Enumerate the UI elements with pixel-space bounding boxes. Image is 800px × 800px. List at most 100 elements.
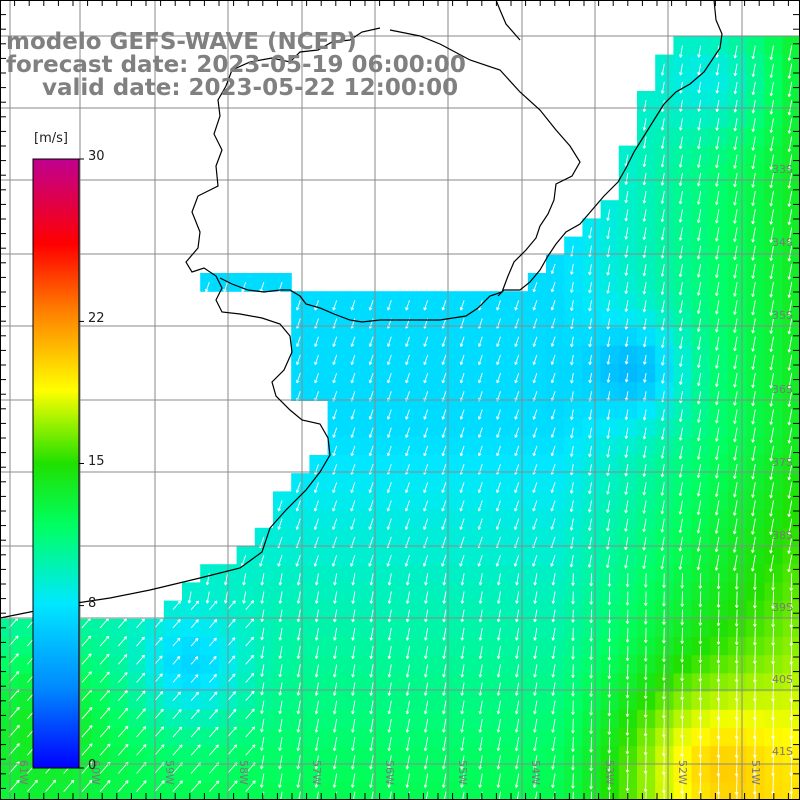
wind-arrow: [245, 654, 255, 665]
wind-arrow: [496, 336, 501, 347]
wind-arrow: [495, 482, 501, 494]
wind-arrow: [495, 518, 501, 530]
wind-arrow: [460, 627, 465, 641]
wind-arrow: [332, 445, 338, 457]
wind-arrow: [332, 372, 338, 384]
wind-arrow: [136, 708, 146, 720]
wind-cell: [473, 782, 492, 800]
wind-arrow: [680, 664, 684, 682]
wind-arrow: [643, 646, 648, 662]
wind-arrow: [387, 609, 392, 623]
wind-arrow: [154, 708, 164, 720]
wind-arrow: [423, 300, 429, 311]
wind-arrow: [332, 682, 338, 696]
wind-cell: [91, 728, 110, 747]
wind-arrow: [514, 482, 520, 494]
wind-arrow: [459, 372, 465, 384]
wind-arrow: [260, 627, 265, 641]
wind-arrow: [117, 707, 129, 720]
wind-arrow: [423, 737, 429, 752]
wind-arrow: [733, 354, 738, 370]
wind-arrow: [190, 780, 202, 792]
wind-arrow: [241, 281, 247, 293]
wind-arrow: [733, 154, 738, 169]
wind-cell: [236, 600, 256, 620]
wind-arrow: [769, 209, 774, 225]
wind-arrow: [570, 427, 574, 439]
wind-arrow: [477, 445, 483, 457]
wind-arrow: [154, 726, 165, 738]
wind-cell: [364, 782, 383, 800]
wind-arrow: [99, 671, 110, 683]
wind-arrow: [478, 718, 483, 733]
wind-arrow: [460, 682, 465, 696]
wind-cell: [327, 782, 347, 800]
wind-arrow: [136, 690, 146, 701]
wind-arrow: [662, 609, 666, 625]
wind-arrow: [441, 518, 447, 530]
wind-arrow: [387, 700, 392, 715]
wind-arrow: [187, 591, 192, 604]
wind-arrow: [515, 573, 520, 586]
wind-cell: [200, 709, 219, 729]
wind-arrow: [570, 354, 574, 366]
wind-arrow: [571, 646, 575, 660]
wind-arrow: [697, 100, 702, 112]
wind-arrow: [589, 609, 594, 624]
wind-arrow: [227, 780, 238, 792]
wind-arrow: [787, 500, 793, 518]
wind-arrow: [532, 445, 538, 457]
wind-arrow: [314, 627, 319, 641]
wind-arrow: [678, 536, 683, 552]
wind-arrow: [551, 718, 556, 733]
wind-arrow: [495, 554, 501, 567]
wind-arrow: [753, 627, 757, 646]
wind-arrow: [624, 373, 629, 383]
wind-arrow: [514, 718, 520, 733]
wind-arrow: [81, 743, 93, 756]
wind-cell: [127, 618, 147, 638]
wind-arrow: [696, 536, 702, 552]
wind-arrow: [405, 627, 410, 641]
wind-arrow: [624, 282, 629, 295]
wind-arrow: [351, 682, 356, 696]
wind-arrow: [368, 500, 374, 512]
wind-arrow: [442, 718, 447, 733]
wind-arrow: [460, 591, 465, 604]
wind-arrow: [751, 263, 756, 279]
wind-arrow: [441, 409, 447, 420]
wind-arrow: [278, 682, 283, 696]
wind-arrow: [350, 354, 356, 366]
wind-arrow: [697, 354, 702, 368]
wind-arrow: [678, 464, 683, 478]
wind-arrow: [733, 209, 738, 224]
wind-cell: [0, 728, 19, 747]
wind-arrow: [350, 372, 356, 384]
wind-arrow: [368, 354, 374, 366]
wind-arrow: [696, 300, 702, 314]
wind-arrow: [570, 300, 574, 312]
wind-arrow: [154, 637, 163, 647]
wind-cell: [254, 782, 274, 800]
wind-arrow: [514, 445, 520, 457]
wind-arrow: [260, 718, 265, 733]
wind-arrow: [208, 709, 218, 720]
wind-arrow: [260, 664, 265, 677]
wind-arrow: [606, 536, 611, 550]
wind-arrow: [733, 45, 738, 59]
wind-cell: [309, 782, 329, 800]
wind-cell: [109, 673, 128, 693]
wind-arrow: [242, 591, 247, 604]
wind-arrow: [117, 689, 128, 701]
wind-arrow: [532, 554, 538, 567]
wind-arrow: [368, 427, 374, 438]
wind-arrow: [787, 482, 793, 499]
wind-arrow: [441, 482, 447, 494]
wind-arrow: [769, 191, 774, 207]
wind-arrow: [514, 354, 520, 366]
wind-arrow: [660, 336, 665, 349]
wind-arrow: [496, 427, 501, 438]
wind-arrow: [607, 627, 612, 643]
wind-arrow: [588, 263, 592, 276]
wind-arrow: [496, 755, 501, 770]
